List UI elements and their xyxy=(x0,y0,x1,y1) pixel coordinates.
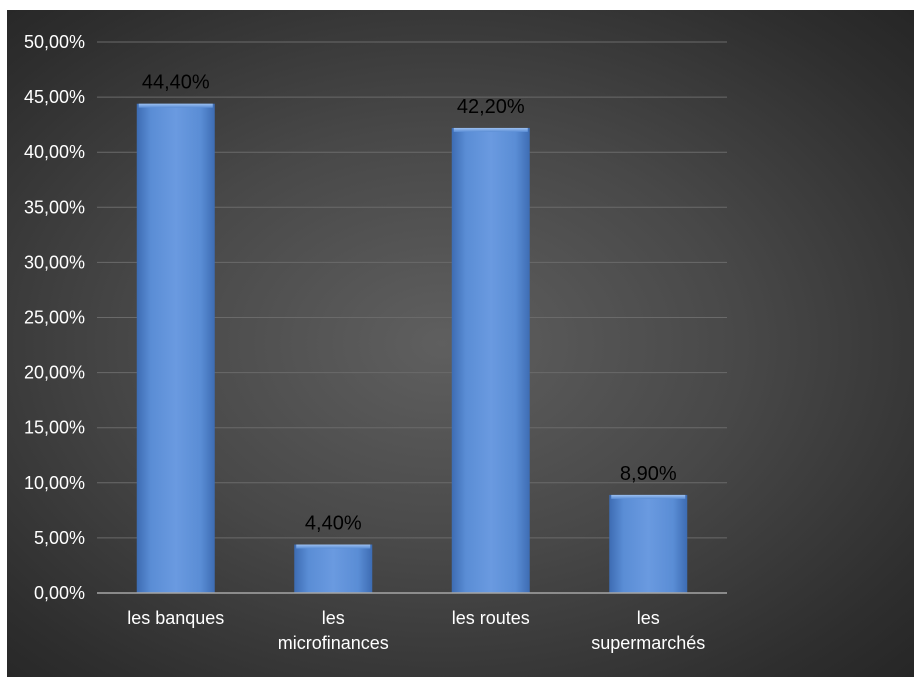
bar-body xyxy=(136,103,215,593)
data-label: 44,40% xyxy=(142,72,210,94)
bar-highlight xyxy=(296,544,371,549)
x-category-label: microfinances xyxy=(278,633,389,653)
x-axis-category-labels: les banques les microfinances les routes les… xyxy=(127,608,705,653)
bar-highlight xyxy=(138,103,213,108)
y-tick-label: 45,00% xyxy=(24,87,85,107)
bar xyxy=(294,544,373,593)
bar-highlight xyxy=(611,494,686,499)
y-tick-label: 5,00% xyxy=(34,528,85,548)
y-tick-label: 30,00% xyxy=(24,252,85,272)
data-label: 42,20% xyxy=(457,96,525,118)
bar-highlight xyxy=(453,127,528,132)
x-category-label: supermarchés xyxy=(591,633,705,653)
x-category-label: les routes xyxy=(452,608,530,628)
bar xyxy=(609,494,688,593)
bar-body xyxy=(451,127,530,594)
y-tick-label: 15,00% xyxy=(24,418,85,438)
bar xyxy=(136,103,215,593)
bar-body xyxy=(294,544,373,593)
y-tick-label: 50,00% xyxy=(24,32,85,52)
y-tick-label: 10,00% xyxy=(24,473,85,493)
bar-chart: 0,00% 5,00% 10,00% 15,00% 20,00% 25,00% 30,00%… xyxy=(24,32,727,653)
bar-body xyxy=(609,494,688,593)
y-axis-tick-labels: 0,00% 5,00% 10,00% 15,00% 20,00% 25,00% 30,00%… xyxy=(24,32,85,603)
data-label: 4,40% xyxy=(305,513,362,535)
x-category-label: les banques xyxy=(127,608,224,628)
data-label: 8,90% xyxy=(620,463,677,485)
x-category-label: les xyxy=(322,608,345,628)
y-tick-label: 0,00% xyxy=(34,583,85,603)
bars xyxy=(136,103,688,594)
chart-area: 0,00% 5,00% 10,00% 15,00% 20,00% 25,00% 30,00%… xyxy=(7,10,914,677)
bar xyxy=(451,127,530,594)
y-tick-label: 40,00% xyxy=(24,142,85,162)
y-tick-label: 20,00% xyxy=(24,363,85,383)
data-labels: 44,40% 4,40% 42,20% 8,90% xyxy=(142,72,677,535)
y-tick-label: 25,00% xyxy=(24,308,85,328)
x-category-label: les xyxy=(637,608,660,628)
y-tick-label: 35,00% xyxy=(24,197,85,217)
